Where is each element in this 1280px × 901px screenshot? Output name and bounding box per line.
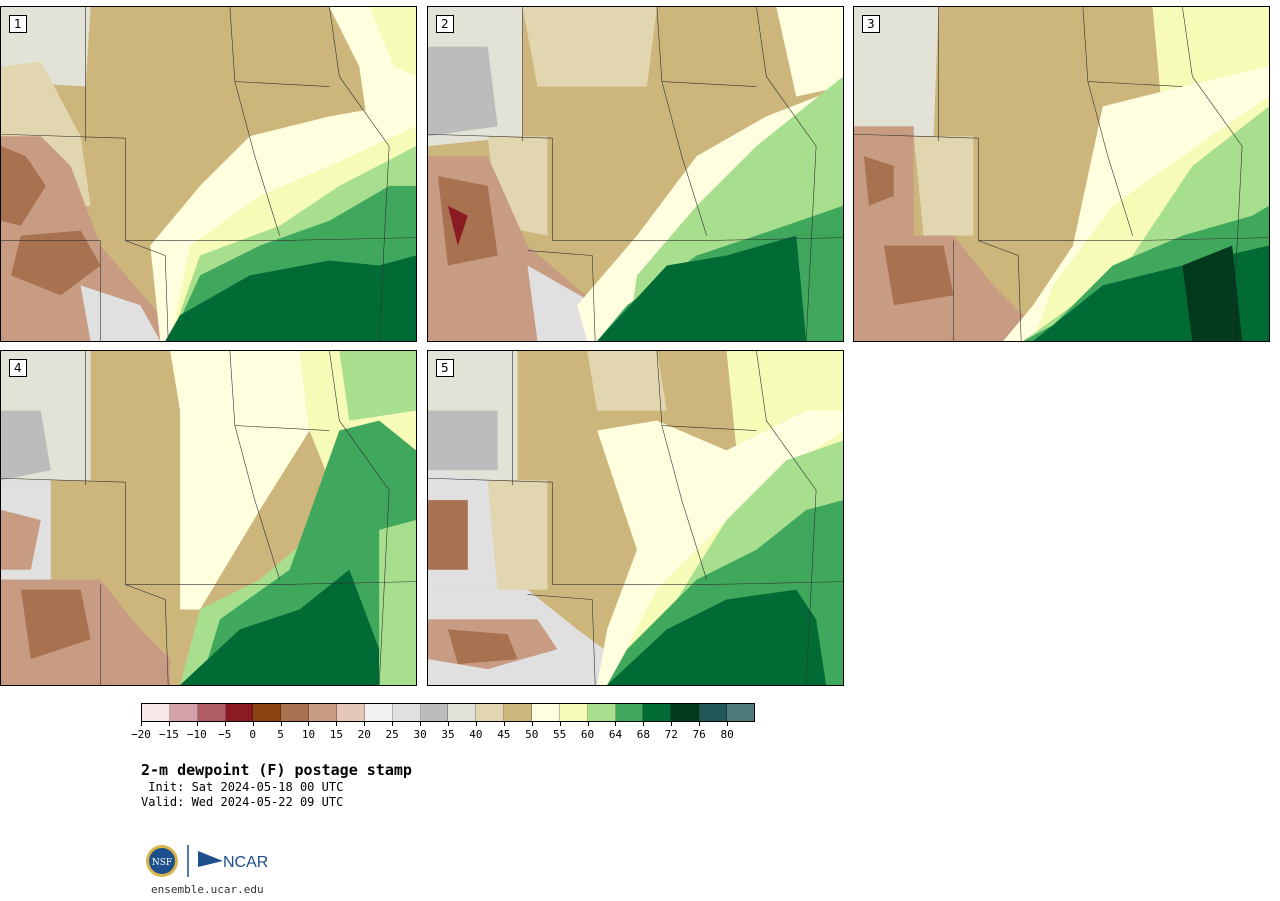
colorbar-tick-mark [252, 722, 254, 726]
colorbar-swatch [197, 704, 226, 721]
colorbar-tick-mark [168, 722, 170, 726]
colorbar-swatch [420, 704, 449, 721]
site-url: ensemble.ucar.edu [151, 883, 264, 896]
colorbar-tick-mark [503, 722, 505, 726]
colorbar-tick-label: 64 [608, 728, 623, 741]
colorbar-tick-mark [448, 722, 449, 726]
colorbar [141, 703, 755, 722]
colorbar-swatch [476, 704, 505, 721]
colorbar-tick-label: 15 [329, 728, 343, 741]
colorbar-tick-label: −10 [186, 728, 207, 741]
colorbar-tick-label: 55 [553, 728, 567, 741]
colorbar-tick-label: 40 [469, 728, 483, 741]
colorbar-tick-mark [280, 722, 282, 726]
colorbar-tick-label: 50 [525, 728, 539, 741]
colorbar-swatch [309, 704, 338, 721]
colorbar-tick-label: 35 [441, 728, 455, 741]
colorbar-tick-label: 68 [636, 728, 650, 741]
colorbar-tick-label: 10 [301, 728, 316, 741]
colorbar-swatch [699, 704, 728, 721]
nsf-ncar-logo: NSF NCAR [146, 845, 268, 877]
colorbar-tick-mark [559, 722, 561, 726]
colorbar-swatch [337, 704, 365, 721]
colorbar-swatch [559, 704, 588, 721]
colorbar-swatch [225, 704, 254, 721]
colorbar-tick-mark [615, 722, 617, 726]
colorbar-swatch [364, 704, 393, 721]
colorbar-swatch [615, 704, 644, 721]
dewpoint-map [428, 7, 843, 341]
map-panel-3: 3 [853, 6, 1270, 342]
colorbar-swatch [169, 704, 198, 721]
colorbar-tick-label: 80 [720, 728, 734, 741]
colorbar-tick-label: −15 [158, 728, 179, 741]
colorbar-swatch [281, 704, 310, 721]
colorbar-swatch [392, 704, 421, 721]
colorbar-tick-mark [224, 722, 226, 726]
nsf-logo-text: NSF [152, 858, 172, 868]
colorbar-swatch [448, 704, 477, 721]
colorbar-tick-mark [420, 722, 422, 726]
map-panel-5: 5 [427, 350, 844, 686]
colorbar-tick-label: 0 [249, 728, 256, 741]
colorbar-swatch [671, 704, 700, 721]
map-panel-1: 1 [0, 6, 417, 342]
colorbar-tick-mark [364, 722, 366, 726]
dewpoint-map [1, 351, 416, 685]
chart-title: 2-m dewpoint (F) postage stamp [141, 761, 412, 779]
panel-label: 1 [9, 15, 27, 33]
panel-label: 5 [436, 359, 454, 377]
colorbar-tick-mark [531, 722, 533, 726]
colorbar-tick-label: 76 [692, 728, 706, 741]
colorbar-swatch [253, 704, 282, 721]
panel-label: 3 [862, 15, 880, 33]
ncar-logo-text: NCAR [223, 854, 268, 871]
valid-time: Valid: Wed 2024-05-22 09 UTC [141, 795, 344, 809]
colorbar-tick-mark [727, 722, 729, 726]
colorbar-tick-mark [308, 722, 310, 726]
colorbar-swatch [532, 704, 560, 721]
colorbar-tick-label: 30 [413, 728, 427, 741]
colorbar-tick-mark [643, 722, 645, 726]
colorbar-swatch [727, 704, 754, 721]
map-panel-2: 2 [427, 6, 844, 342]
panel-label: 4 [9, 359, 27, 377]
colorbar-tick-mark [336, 722, 338, 726]
init-time: Init: Sat 2024-05-18 00 UTC [141, 780, 344, 794]
dewpoint-map [428, 351, 843, 685]
colorbar-tick-label: −5 [218, 728, 232, 741]
colorbar-tick-label: 25 [385, 728, 399, 741]
colorbar-tick-label: −20 [131, 728, 151, 741]
colorbar-tick-label: 72 [664, 728, 678, 741]
colorbar-swatch [643, 704, 672, 721]
colorbar-tick-mark [141, 722, 142, 726]
dewpoint-map [854, 7, 1269, 341]
dewpoint-map [1, 7, 416, 341]
colorbar-tick-mark [392, 722, 394, 726]
colorbar-tick-label: 20 [357, 728, 371, 741]
colorbar-tick-mark [475, 722, 477, 726]
colorbar-tick-mark [196, 722, 198, 726]
colorbar-tick-label: 45 [497, 728, 511, 741]
colorbar-swatch [587, 704, 616, 721]
panel-label: 2 [436, 15, 454, 33]
colorbar-swatch [142, 704, 170, 721]
map-panel-4: 4 [0, 350, 417, 686]
colorbar-swatch [504, 704, 533, 721]
colorbar-tick-label: 60 [580, 728, 595, 741]
ncar-mark-icon [198, 851, 223, 867]
colorbar-tick-mark [671, 722, 673, 726]
colorbar-tick-label: 5 [277, 728, 284, 741]
colorbar-tick-mark [699, 722, 701, 726]
colorbar-tick-mark [587, 722, 589, 726]
